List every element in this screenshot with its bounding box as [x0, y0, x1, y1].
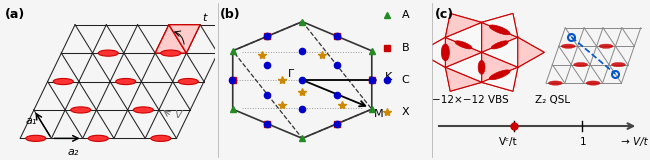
Ellipse shape	[133, 107, 153, 113]
Text: B: B	[402, 43, 409, 53]
Text: Vᶜ/t: Vᶜ/t	[499, 136, 517, 147]
Text: A: A	[402, 11, 409, 20]
Polygon shape	[482, 22, 518, 52]
Text: t: t	[202, 13, 207, 23]
Polygon shape	[482, 13, 518, 37]
Ellipse shape	[26, 135, 46, 141]
Text: K: K	[385, 72, 392, 82]
Ellipse shape	[98, 50, 118, 56]
Polygon shape	[482, 37, 518, 67]
Text: X: X	[402, 107, 409, 117]
Ellipse shape	[116, 78, 136, 85]
Polygon shape	[482, 37, 518, 67]
Text: Γ: Γ	[287, 69, 294, 79]
Polygon shape	[482, 13, 518, 37]
Text: a₁: a₁	[26, 116, 37, 126]
Ellipse shape	[441, 44, 449, 61]
Polygon shape	[482, 22, 518, 52]
Text: M: M	[374, 109, 383, 119]
Polygon shape	[518, 37, 544, 67]
Polygon shape	[482, 52, 518, 82]
Polygon shape	[445, 22, 482, 52]
Ellipse shape	[489, 25, 510, 35]
Ellipse shape	[71, 107, 91, 113]
Text: −12×−12 VBS: −12×−12 VBS	[432, 95, 509, 105]
Polygon shape	[518, 37, 544, 67]
Polygon shape	[482, 67, 518, 91]
Text: (a): (a)	[5, 8, 25, 21]
Ellipse shape	[478, 60, 485, 74]
Ellipse shape	[586, 81, 600, 85]
Polygon shape	[445, 13, 482, 37]
Text: a₂: a₂	[67, 147, 79, 157]
Text: (b): (b)	[220, 8, 240, 21]
Ellipse shape	[599, 44, 613, 48]
Ellipse shape	[549, 81, 562, 85]
Ellipse shape	[561, 44, 575, 48]
Text: Z₂ QSL: Z₂ QSL	[535, 95, 570, 105]
Polygon shape	[169, 25, 200, 53]
Polygon shape	[445, 52, 482, 82]
Polygon shape	[419, 37, 445, 67]
Polygon shape	[445, 22, 482, 52]
Ellipse shape	[612, 63, 625, 67]
Polygon shape	[445, 67, 482, 91]
Polygon shape	[419, 37, 445, 67]
Ellipse shape	[491, 41, 508, 49]
Polygon shape	[445, 67, 482, 91]
Circle shape	[437, 21, 525, 84]
Polygon shape	[445, 37, 482, 67]
Polygon shape	[445, 52, 482, 82]
Ellipse shape	[151, 135, 171, 141]
Text: C: C	[402, 75, 410, 85]
Polygon shape	[482, 67, 518, 91]
Polygon shape	[445, 37, 482, 67]
Ellipse shape	[88, 135, 109, 141]
Polygon shape	[482, 52, 518, 82]
Ellipse shape	[178, 78, 198, 85]
Ellipse shape	[161, 50, 181, 56]
Text: 1: 1	[580, 136, 587, 147]
Ellipse shape	[53, 78, 73, 85]
Ellipse shape	[574, 63, 588, 67]
Text: (c): (c)	[434, 8, 454, 21]
Ellipse shape	[455, 41, 472, 49]
Polygon shape	[155, 25, 187, 53]
Ellipse shape	[489, 70, 510, 80]
Text: V: V	[174, 110, 181, 120]
Polygon shape	[445, 13, 482, 37]
Text: → V/t: → V/t	[621, 136, 648, 147]
